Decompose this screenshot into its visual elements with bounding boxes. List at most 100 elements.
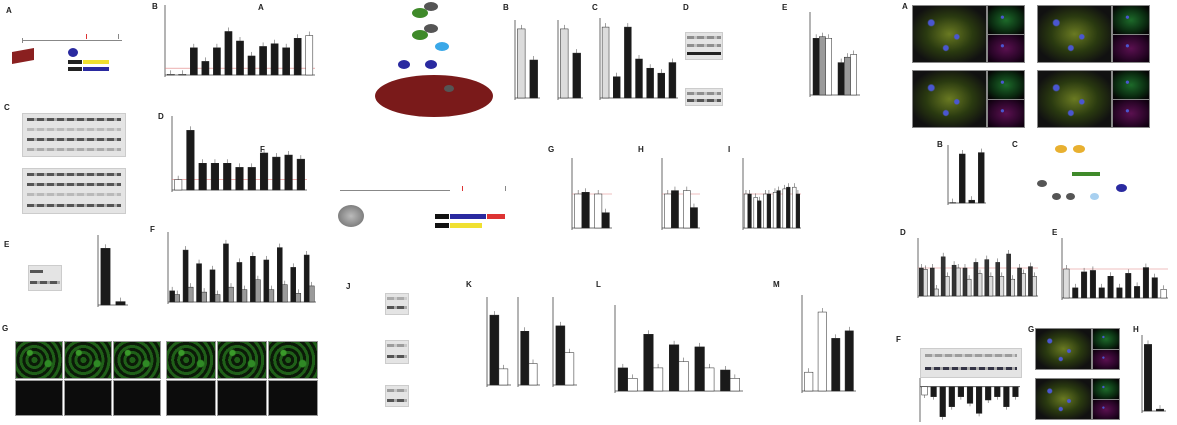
bar	[308, 285, 315, 303]
cell-culture-icon	[12, 48, 34, 64]
bar	[178, 74, 187, 76]
bar	[743, 193, 749, 229]
bar	[968, 199, 975, 204]
bar	[668, 62, 677, 99]
dark-field-image	[217, 380, 267, 416]
western-blot	[685, 32, 723, 60]
microscopy-merge	[1035, 328, 1092, 370]
timeline-axis	[22, 40, 122, 41]
bar	[919, 267, 924, 297]
western-blot	[385, 293, 409, 315]
construct-block	[435, 223, 449, 228]
bar	[643, 334, 654, 392]
bar-chart-m-k3	[552, 297, 577, 387]
bar	[284, 154, 293, 191]
protein-node	[1037, 180, 1047, 187]
bar	[241, 289, 248, 303]
bar-chart-r-h	[1141, 335, 1166, 413]
bar-chart-l-d	[171, 116, 307, 192]
bar	[664, 193, 672, 229]
bar	[1021, 273, 1026, 297]
bar	[949, 202, 956, 204]
microscopy-merge	[1035, 378, 1092, 420]
bar	[213, 47, 221, 76]
bar	[939, 386, 946, 417]
protein-node	[424, 24, 438, 33]
bar	[1125, 273, 1132, 299]
bar	[940, 256, 946, 297]
microscopy-magenta	[987, 34, 1025, 63]
bar	[653, 367, 664, 392]
bar	[303, 254, 310, 303]
bar	[186, 130, 195, 191]
bar	[1072, 287, 1079, 299]
bar	[305, 35, 314, 76]
bar-chart-l-f	[167, 232, 316, 304]
bar	[819, 36, 826, 96]
microscopy-merge	[912, 5, 987, 63]
bar-chart-m-b2	[557, 20, 583, 100]
bar	[520, 331, 530, 386]
microscopy-magenta	[1092, 399, 1120, 420]
bar	[763, 193, 768, 229]
bar-chart-m-l	[614, 305, 743, 393]
protein-node	[1052, 193, 1061, 200]
bar	[1107, 276, 1114, 299]
bar	[757, 200, 762, 229]
fluorescence-image	[15, 341, 63, 379]
timeline-tick	[462, 186, 463, 191]
bar	[994, 386, 1001, 397]
bar	[704, 367, 715, 392]
bar	[247, 167, 256, 191]
construct-block	[83, 67, 109, 71]
bar	[831, 338, 841, 392]
bar	[948, 386, 955, 407]
protein-node	[425, 60, 437, 69]
construct-block	[450, 223, 482, 228]
bar	[786, 186, 791, 229]
bar-chart-l-e	[97, 235, 128, 307]
dark-field-image	[15, 380, 63, 416]
bar	[277, 247, 283, 303]
bar	[295, 293, 302, 303]
panel-letter: G	[2, 324, 9, 333]
kinase-node	[412, 8, 428, 18]
protein-node	[424, 2, 438, 11]
dark-field-image	[268, 380, 318, 416]
bar	[594, 193, 603, 229]
bar	[293, 38, 302, 76]
panel-letter: E	[1052, 228, 1058, 237]
microscopy-green	[1112, 5, 1150, 35]
panel-letter: B	[152, 2, 158, 11]
microscopy-merge	[1037, 5, 1112, 63]
virus-icon	[68, 48, 78, 57]
microscopy-green	[1092, 328, 1120, 350]
fluorescence-image	[268, 341, 318, 379]
bar	[683, 190, 691, 229]
microscopy-magenta	[1112, 99, 1150, 128]
panel-letter: C	[592, 3, 598, 12]
bar	[1142, 267, 1149, 299]
kinase-node	[412, 30, 428, 40]
bar	[489, 314, 500, 386]
bar	[282, 284, 288, 303]
bar	[959, 153, 966, 204]
panel-letter: C	[1012, 140, 1018, 149]
kinase-node	[1055, 145, 1067, 153]
bar	[236, 40, 244, 76]
bar	[190, 47, 198, 76]
bar	[844, 330, 854, 392]
panel-letter: M	[773, 280, 780, 289]
bar	[263, 259, 270, 303]
bar	[627, 378, 638, 392]
panel-letter: G	[1028, 325, 1035, 334]
bar	[923, 269, 928, 297]
bar	[529, 59, 538, 99]
bar	[247, 55, 256, 76]
microscopy-green	[987, 70, 1025, 100]
microscopy-green	[987, 5, 1025, 35]
timeline-tick	[86, 34, 87, 39]
microscopy-merge	[912, 70, 987, 128]
bar	[169, 290, 175, 303]
bar-chart-r-d	[917, 238, 1038, 298]
